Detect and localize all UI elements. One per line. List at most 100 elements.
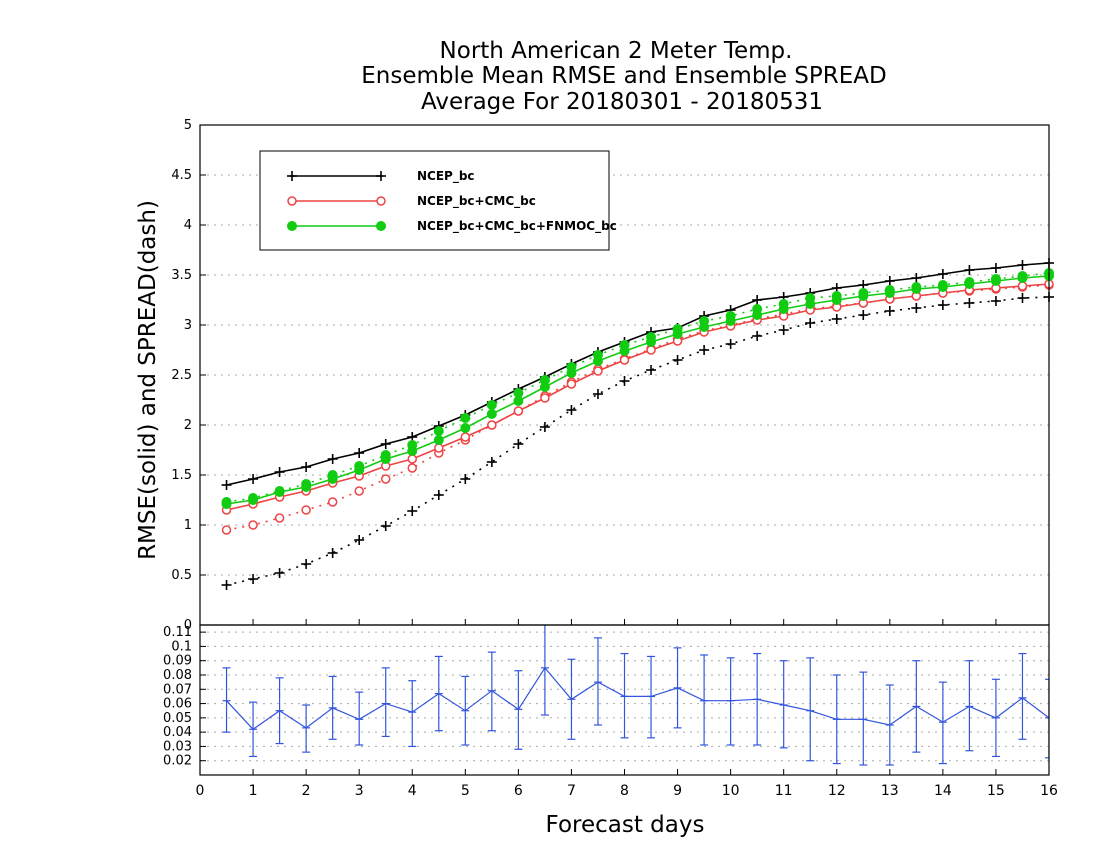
data-point bbox=[964, 298, 975, 308]
data-point bbox=[592, 389, 603, 399]
x-axis-label: Forecast days bbox=[546, 812, 705, 838]
data-point bbox=[805, 318, 816, 328]
data-point bbox=[460, 423, 471, 433]
series-NCEP_bc+CMC_bc+FNMOC_bc bbox=[221, 268, 1054, 509]
data-point bbox=[964, 279, 975, 289]
data-point bbox=[274, 513, 285, 523]
error-bar bbox=[859, 671, 868, 766]
data-point bbox=[752, 310, 763, 320]
y-tick-label: 1.5 bbox=[171, 468, 192, 483]
data-point bbox=[433, 426, 444, 436]
error-bar bbox=[700, 654, 709, 746]
data-point bbox=[990, 296, 1001, 306]
data-point bbox=[248, 474, 259, 484]
data-point bbox=[274, 467, 285, 477]
data-point bbox=[699, 322, 710, 332]
data-point bbox=[380, 521, 391, 531]
data-point bbox=[376, 171, 386, 181]
data-point bbox=[460, 432, 471, 442]
data-point bbox=[619, 346, 630, 356]
x-tick-label: 2 bbox=[302, 783, 311, 799]
y-tick-label: 3 bbox=[184, 318, 192, 333]
data-point bbox=[1017, 273, 1028, 283]
data-point bbox=[513, 406, 524, 416]
data-point bbox=[301, 559, 312, 569]
data-point bbox=[831, 314, 842, 324]
legend-item: NCEP_bc bbox=[287, 169, 475, 184]
data-point bbox=[248, 574, 259, 584]
y-tick-label: 0 bbox=[184, 618, 192, 633]
data-point bbox=[221, 480, 232, 490]
error-bar bbox=[540, 625, 549, 716]
x-tick-label: 3 bbox=[355, 783, 364, 799]
data-point bbox=[327, 497, 338, 507]
error-bar bbox=[779, 660, 788, 749]
data-point bbox=[287, 196, 297, 206]
y-tick-label: 0.1 bbox=[171, 639, 192, 654]
x-tick-label: 7 bbox=[567, 783, 576, 799]
x-tick-label: 11 bbox=[775, 783, 793, 799]
data-point bbox=[937, 269, 948, 279]
y-tick-label: 5 bbox=[184, 118, 192, 133]
data-point bbox=[646, 365, 657, 375]
chart-title-line-1: North American 2 Meter Temp. bbox=[440, 38, 793, 64]
data-point bbox=[380, 454, 391, 464]
data-point bbox=[911, 303, 922, 313]
x-tick-label: 16 bbox=[1040, 783, 1058, 799]
data-point bbox=[354, 448, 365, 458]
y-tick-label: 2 bbox=[184, 418, 192, 433]
data-point bbox=[937, 300, 948, 310]
legend-label: NCEP_bc+CMC_bc bbox=[417, 194, 536, 209]
data-point bbox=[858, 291, 869, 301]
data-point bbox=[287, 171, 297, 181]
difference-line bbox=[226, 666, 1049, 731]
data-point bbox=[376, 221, 386, 231]
data-point bbox=[301, 462, 312, 472]
data-point bbox=[354, 465, 365, 475]
rmse-line bbox=[226, 283, 1050, 511]
data-point bbox=[566, 379, 577, 389]
data-point bbox=[513, 396, 524, 406]
data-point bbox=[433, 490, 444, 500]
y-tick-label: 2.5 bbox=[171, 368, 192, 383]
y-tick-label: 0.07 bbox=[163, 682, 192, 697]
data-point bbox=[287, 221, 297, 231]
rmse-line bbox=[226, 275, 1050, 505]
y-tick-label: 0.09 bbox=[163, 654, 192, 669]
data-point bbox=[486, 457, 497, 467]
data-point bbox=[274, 487, 285, 497]
data-point bbox=[460, 413, 471, 423]
data-point bbox=[248, 520, 258, 530]
x-tick-label: 9 bbox=[673, 783, 682, 799]
chart-title-line-3: Average For 20180301 - 20180531 bbox=[421, 89, 823, 115]
data-point bbox=[752, 331, 763, 341]
data-point bbox=[911, 273, 922, 283]
data-point bbox=[301, 482, 312, 492]
error-bar bbox=[381, 667, 390, 738]
x-tick-label: 0 bbox=[196, 783, 205, 799]
data-point bbox=[778, 325, 789, 335]
data-point bbox=[699, 345, 710, 355]
series-NCEP_bc bbox=[221, 258, 1054, 590]
data-point bbox=[380, 439, 391, 449]
error-bar bbox=[938, 681, 947, 765]
y-tick-label: 0.02 bbox=[163, 754, 192, 769]
data-point bbox=[646, 345, 656, 355]
y-axis-label: RMSE(solid) and SPREAD(dash) bbox=[135, 200, 161, 560]
data-point bbox=[725, 339, 736, 349]
data-point bbox=[540, 393, 550, 403]
legend-item: NCEP_bc+CMC_bc+FNMOC_bc bbox=[287, 219, 617, 234]
data-point bbox=[327, 474, 338, 484]
y-tick-label: 4 bbox=[184, 218, 192, 233]
data-point bbox=[911, 284, 922, 294]
spread-line bbox=[226, 296, 1050, 586]
data-point bbox=[407, 506, 418, 516]
data-point bbox=[990, 263, 1001, 273]
data-point bbox=[619, 376, 630, 386]
data-point bbox=[248, 495, 259, 505]
data-point bbox=[380, 474, 391, 484]
y-tick-label: 4.5 bbox=[171, 168, 192, 183]
data-point bbox=[354, 486, 364, 496]
data-point bbox=[646, 337, 657, 347]
data-point bbox=[433, 435, 444, 445]
